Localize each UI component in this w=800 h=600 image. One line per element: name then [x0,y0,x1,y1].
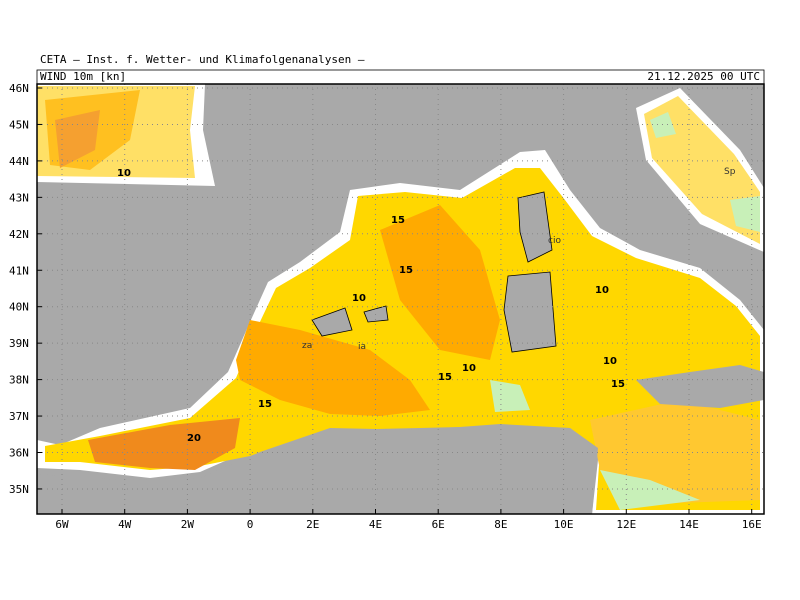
lon-label: 12E [616,518,636,531]
lon-label: 2W [181,518,195,531]
lat-label: 37N [9,410,29,423]
lat-label: 41N [9,264,29,277]
lon-label: 4E [369,518,382,531]
lat-label: 36N [9,447,29,460]
lon-label: 2E [306,518,319,531]
place-label: cio [548,236,561,246]
island [311,307,353,337]
contour-label: 10 [117,168,131,179]
labels: 46N 45N 44N 43N 42N 41N 40N 39N 38N 37N 36N 35N 6W 4W… [9,82,762,531]
contour-label: 15 [438,372,452,383]
place-label: za [302,341,312,351]
lon-label: 8E [494,518,507,531]
field-label: WIND 10m [kn] [40,70,126,83]
wind-field [55,110,100,168]
lat-label: 40N [9,301,29,314]
place-label: ia [358,342,366,352]
contour-label: 10 [603,356,617,367]
lon-label: 10E [554,518,574,531]
island [636,365,764,408]
lat-label: 44N [9,155,29,168]
contour-label: 10 [595,285,609,296]
wind-field [600,470,700,510]
land [37,424,598,514]
wind-field [88,418,240,470]
lat-label: 42N [9,228,29,241]
lon-label: 6E [432,518,445,531]
contour-label: 15 [391,215,405,226]
lon-label: 0 [247,518,254,531]
island [503,271,557,353]
island [517,191,553,263]
grid [37,84,764,514]
header-title: CETA — Inst. f. Wetter- und Klimafolgena… [40,53,365,66]
wind-field [490,380,530,412]
lon-label: 6W [55,518,69,531]
contour-label: 10 [462,363,476,374]
map-frame [36,83,765,515]
place-label: Sp [724,167,736,177]
lon-label: 14E [679,518,699,531]
lat-label: 43N [9,191,29,204]
lon-label: 4W [118,518,132,531]
contour-label: 10 [352,293,366,304]
wind-field [380,205,500,360]
valid-time: 21.12.2025 00 UTC [647,70,760,83]
map-area [37,84,764,514]
wind-field [650,112,676,138]
lon-label: 16E [742,518,762,531]
contour-label: 20 [187,433,201,444]
contour-label: 15 [399,265,413,276]
contour-label: 15 [258,399,272,410]
contour-label: 15 [611,379,625,390]
lat-label: 38N [9,374,29,387]
wind-field [236,320,430,416]
lat-label: 45N [9,118,29,131]
lat-label: 39N [9,337,29,350]
lat-label: 46N [9,82,29,95]
lat-label: 35N [9,483,29,496]
wind-field [730,196,760,232]
